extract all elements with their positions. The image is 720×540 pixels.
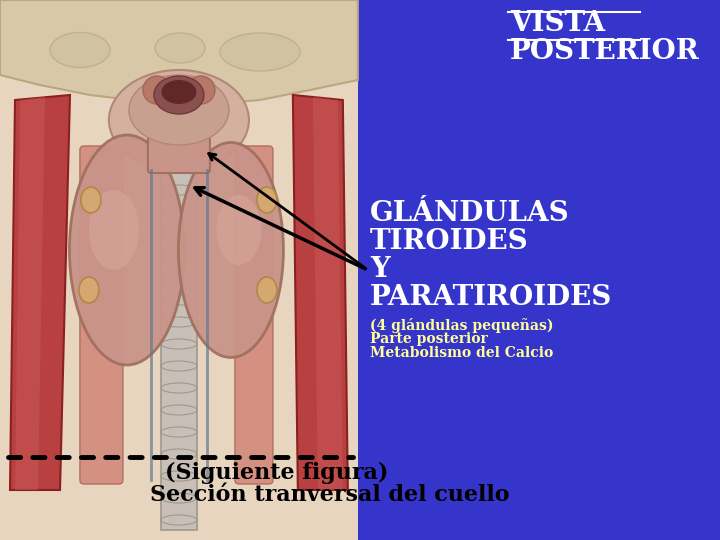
Ellipse shape	[161, 80, 197, 104]
Text: (Siguiente figura): (Siguiente figura)	[165, 462, 388, 484]
Text: Y: Y	[370, 256, 390, 283]
Text: (4 glándulas pequeñas): (4 glándulas pequeñas)	[370, 318, 554, 333]
Ellipse shape	[69, 135, 184, 365]
Bar	[358, 0, 720, 540]
Ellipse shape	[155, 33, 205, 63]
Text: PARATIROIDES: PARATIROIDES	[370, 284, 612, 311]
Bar	[161, 155, 197, 530]
Ellipse shape	[179, 143, 284, 357]
Ellipse shape	[187, 76, 215, 104]
Text: Parte posterior: Parte posterior	[370, 332, 487, 346]
Ellipse shape	[220, 33, 300, 71]
Ellipse shape	[50, 32, 110, 68]
Ellipse shape	[129, 75, 229, 145]
Bar	[0, 0, 358, 540]
FancyBboxPatch shape	[80, 146, 123, 484]
FancyBboxPatch shape	[148, 137, 210, 173]
Polygon shape	[0, 0, 358, 105]
Text: VISTA: VISTA	[510, 10, 606, 37]
Polygon shape	[15, 97, 45, 490]
Text: Metabolismo del Calcio: Metabolismo del Calcio	[370, 346, 553, 360]
Ellipse shape	[109, 70, 249, 170]
Ellipse shape	[89, 190, 139, 270]
Ellipse shape	[81, 187, 101, 213]
Ellipse shape	[79, 277, 99, 303]
Ellipse shape	[154, 76, 204, 114]
Bar	[0, 0, 358, 540]
Polygon shape	[312, 97, 343, 490]
FancyBboxPatch shape	[235, 146, 273, 484]
Polygon shape	[10, 95, 70, 490]
Text: GLÁNDULAS: GLÁNDULAS	[370, 200, 570, 227]
Polygon shape	[293, 95, 348, 490]
Text: TIROIDES: TIROIDES	[370, 228, 528, 255]
Text: Sección tranversal del cuello: Sección tranversal del cuello	[150, 484, 510, 506]
Text: POSTERIOR: POSTERIOR	[510, 38, 700, 65]
Ellipse shape	[143, 76, 171, 104]
Ellipse shape	[257, 187, 277, 213]
Ellipse shape	[217, 195, 261, 265]
Ellipse shape	[257, 277, 277, 303]
